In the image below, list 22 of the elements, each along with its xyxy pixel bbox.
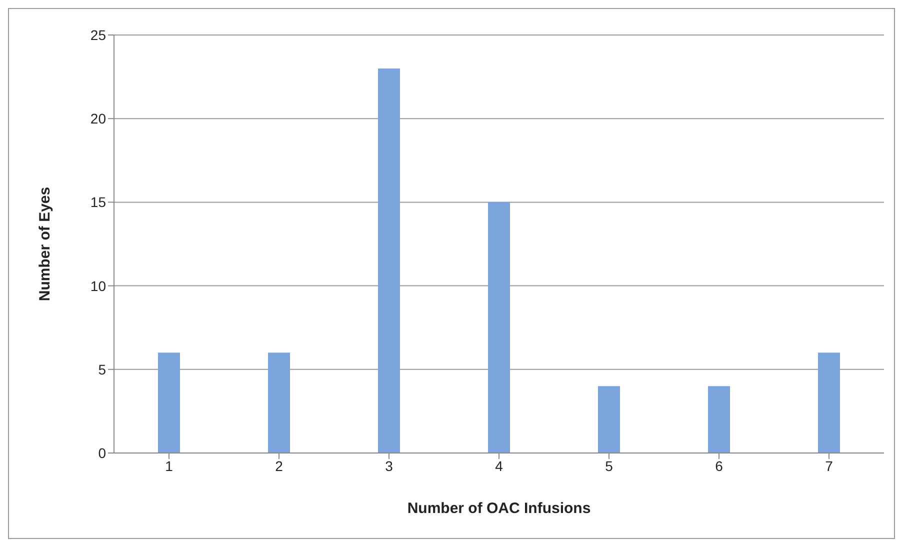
x-tick-label: 4 <box>495 458 504 474</box>
bar <box>818 352 840 453</box>
x-tick-label: 6 <box>715 458 724 474</box>
y-tick-label: 20 <box>90 110 106 127</box>
x-axis-title: Number of OAC Infusions <box>407 500 591 517</box>
x-tick-label: 2 <box>275 458 284 474</box>
y-tick-label: 10 <box>90 278 106 294</box>
x-tick-label: 1 <box>165 458 174 474</box>
y-tick-label: 0 <box>98 444 106 461</box>
y-tick-label: 5 <box>98 361 106 378</box>
y-tick-label: 15 <box>90 194 106 210</box>
y-tick-label: 25 <box>90 26 106 43</box>
bar <box>708 386 730 453</box>
bar <box>378 68 400 453</box>
y-axis-title: Number of Eyes <box>36 186 54 302</box>
bar <box>268 352 290 453</box>
bar <box>158 352 180 453</box>
x-tick-label: 5 <box>605 458 614 474</box>
x-tick-label: 7 <box>825 458 834 474</box>
x-tick-label: 3 <box>385 458 394 474</box>
bar <box>488 202 510 453</box>
bar <box>598 386 620 453</box>
